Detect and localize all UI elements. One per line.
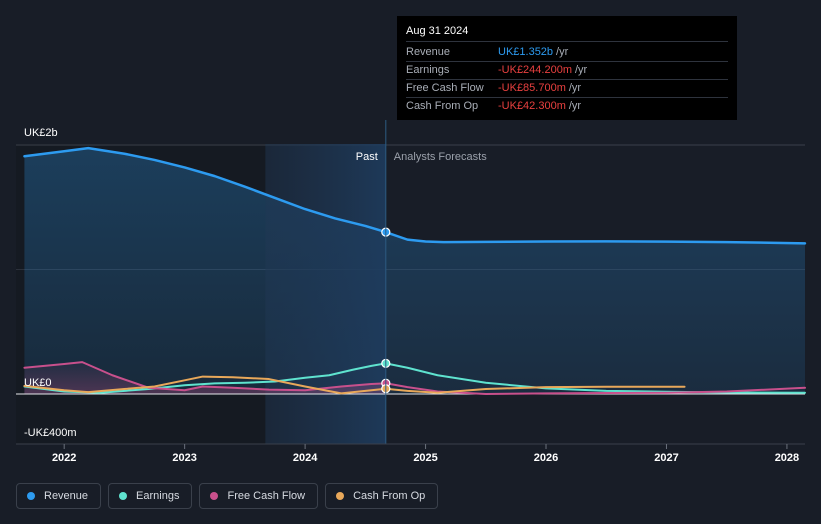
legend-label: Cash From Op bbox=[353, 490, 426, 502]
tooltip-unit: /yr bbox=[575, 64, 588, 76]
tooltip-unit: /yr bbox=[568, 100, 582, 112]
highlight-band bbox=[265, 144, 386, 444]
tooltip-value: -UK£85.700m bbox=[498, 82, 566, 94]
legend-label: Revenue bbox=[44, 490, 89, 502]
tooltip-unit: /yr bbox=[556, 46, 569, 58]
tooltip-label: Revenue bbox=[406, 46, 451, 58]
cash-from-op-line bbox=[23, 375, 686, 395]
tooltip-label: Earnings bbox=[406, 64, 450, 76]
tooltip: Aug 31 2024 Revenue UK£1.352b /yr Earnin… bbox=[397, 16, 737, 120]
tooltip-value: -UK£42.300m bbox=[498, 100, 566, 112]
earnings-dot-icon bbox=[119, 492, 128, 500]
free-cash-flow-dot-icon bbox=[210, 492, 219, 500]
cash-from-op-dot-icon bbox=[336, 492, 345, 500]
chart-area: Past Analysts Forecasts UK£2b UK£0 -UK£400m 2… bbox=[16, 120, 807, 464]
legend-item-cash-from-op[interactable]: Cash From Op bbox=[325, 483, 439, 509]
tooltip-label: Free Cash Flow bbox=[406, 82, 484, 94]
legend-label: Earnings bbox=[136, 490, 180, 502]
tooltip-row-free-cash-flow: Free Cash Flow -UK£85.700m /yr bbox=[406, 80, 728, 98]
free-cash-flow-line bbox=[23, 361, 806, 395]
tooltip-row-cash-from-op: Cash From Op -UK£42.300m /yr bbox=[406, 98, 728, 115]
legend: Revenue Earnings Free Cash Flow Cash Fro… bbox=[16, 483, 439, 509]
x-tick-label: 2028 bbox=[775, 452, 799, 464]
tooltip-row-revenue: Revenue UK£1.352b /yr bbox=[406, 44, 728, 62]
x-tick-label: 2025 bbox=[413, 452, 437, 464]
legend-item-revenue[interactable]: Revenue bbox=[16, 483, 102, 509]
legend-item-earnings[interactable]: Earnings bbox=[108, 483, 193, 509]
revenue-line bbox=[23, 146, 807, 245]
revenue-area bbox=[24, 148, 805, 394]
tooltip-value: -UK£244.200m bbox=[498, 64, 572, 76]
tooltip-unit: /yr bbox=[568, 82, 582, 94]
tooltip-row-earnings: Earnings -UK£244.200m /yr bbox=[406, 62, 728, 80]
x-tick-label: 2023 bbox=[172, 452, 196, 464]
tooltip-label: Cash From Op bbox=[406, 100, 479, 112]
legend-item-free-cash-flow[interactable]: Free Cash Flow bbox=[199, 483, 319, 509]
tooltip-date: Aug 31 2024 bbox=[406, 25, 728, 42]
y-tick-label: UK£2b bbox=[24, 127, 58, 139]
revenue-dot-icon bbox=[27, 492, 35, 500]
free-cash-flow-area bbox=[24, 362, 386, 394]
x-tick-label: 2022 bbox=[52, 452, 76, 464]
past-label: Past bbox=[356, 151, 378, 163]
x-tick-label: 2026 bbox=[534, 452, 558, 464]
tooltip-value: UK£1.352b bbox=[498, 46, 554, 58]
y-tick-label: UK£0 bbox=[24, 377, 52, 389]
legend-label: Free Cash Flow bbox=[227, 490, 306, 502]
x-tick-label: 2024 bbox=[293, 452, 318, 464]
forecast-label: Analysts Forecasts bbox=[394, 151, 487, 163]
x-tick-label: 2027 bbox=[654, 452, 678, 464]
y-tick-label: -UK£400m bbox=[24, 427, 77, 439]
